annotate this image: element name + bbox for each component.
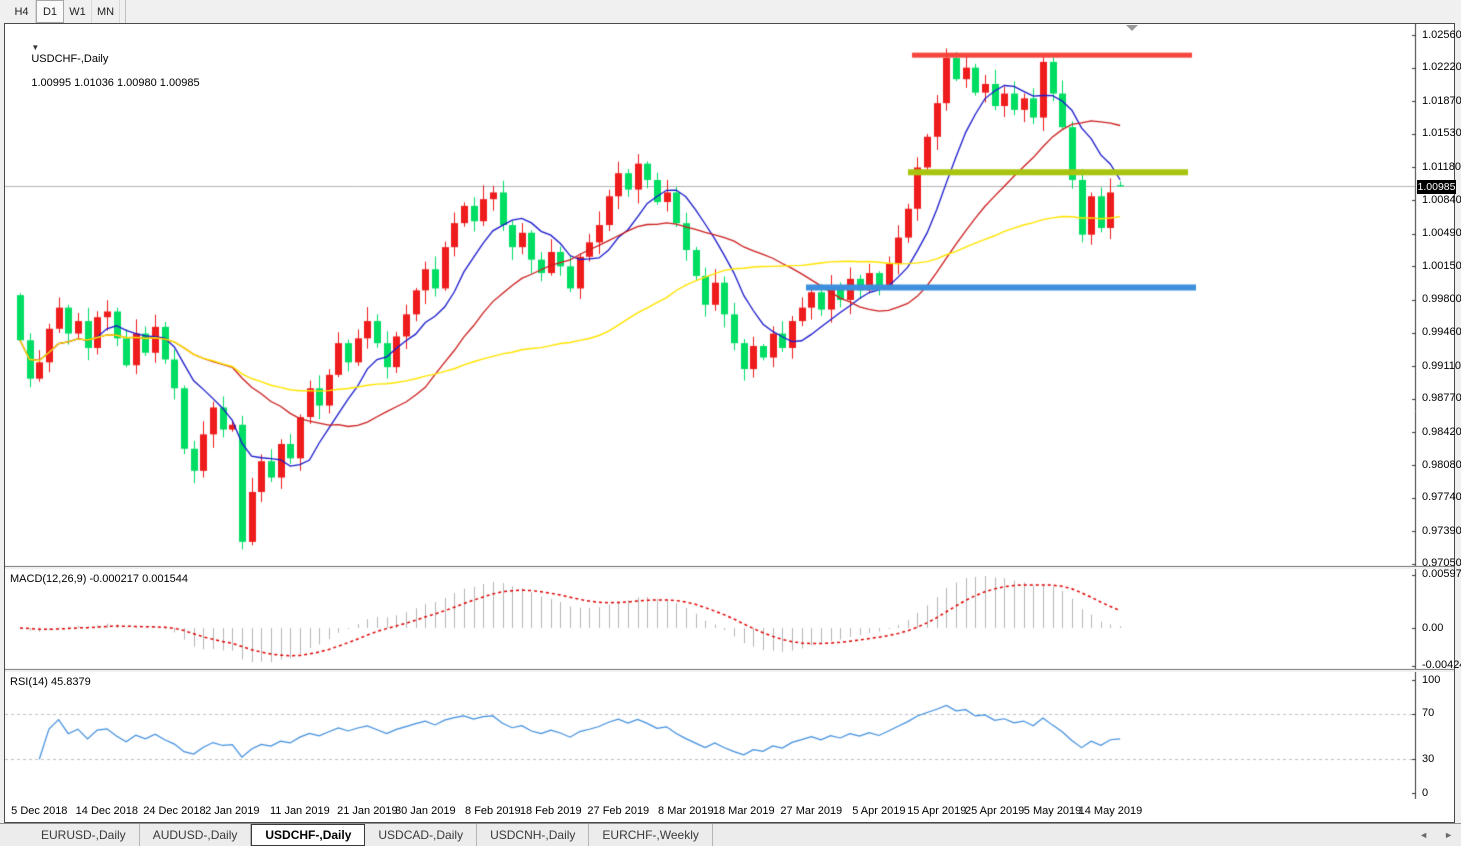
price-axis-label: 1.02560 [1422,28,1461,41]
rsi-axis-label: 70 [1422,707,1435,720]
price-axis-label: 0.99110 [1422,359,1461,372]
date-axis-label: 14 Dec 2018 [75,805,139,817]
chart-ohlc-values: 1.00995 1.01036 1.00980 1.00985 [31,77,200,89]
date-axis-label: 8 Mar 2019 [658,805,714,817]
tab-eurusd-daily[interactable]: EURUSD-,Daily [28,824,140,846]
tab-usdchf-daily[interactable]: USDCHF-,Daily [251,824,366,846]
tab-eurchf-weekly[interactable]: EURCHF-,Weekly [589,824,713,846]
rsi-axis-label: 30 [1422,752,1435,765]
date-axis-label: 27 Feb 2019 [587,805,650,817]
date-axis-label: 18 Feb 2019 [519,805,582,817]
date-axis-label: 27 Mar 2019 [780,805,843,817]
date-axis-label: 5 Apr 2019 [852,805,906,817]
price-axis-label: 0.97390 [1422,524,1461,537]
symbol-tabbar: EURUSD-,Daily AUDUSD-,Daily USDCHF-,Daily U… [0,823,1461,846]
macd-axis-label: -0.00424 [1422,659,1461,672]
chart-title-dropdown-icon[interactable]: ▼ [31,43,40,52]
date-axis-label: 30 Jan 2019 [395,805,456,817]
timeframe-button-d1[interactable]: D1 [36,0,64,23]
date-axis-label: 25 Apr 2019 [964,805,1025,817]
rsi-indicator-label: RSI(14) 45.8379 [10,676,91,688]
price-axis-label: 1.00840 [1422,193,1461,206]
macd-indicator-label: MACD(12,26,9) -0.000217 0.001544 [10,573,188,585]
date-axis-label: 5 May 2019 [1023,805,1082,817]
macd-axis-label: 0.00597 [1422,568,1461,581]
timeframe-button-w1[interactable]: W1 [64,0,92,23]
date-axis-label: 14 May 2019 [1078,805,1143,817]
price-axis-label: 0.98770 [1422,392,1461,405]
date-axis-label: 18 Mar 2019 [712,805,775,817]
price-axis-label: 1.00150 [1422,259,1461,272]
date-axis-label: 11 Jan 2019 [269,805,330,817]
date-axis-label: 8 Feb 2019 [465,805,521,817]
price-axis-label: 1.02220 [1422,61,1461,74]
timeframe-button-h4[interactable]: H4 [8,0,36,23]
chart-canvas[interactable] [5,24,1454,799]
chart-window: ▼ USDCHF-,Daily 1.00995 1.01036 1.00980 … [4,23,1461,823]
chart-shift-marker-icon[interactable] [1126,25,1138,31]
tab-audusd-daily[interactable]: AUDUSD-,Daily [140,824,252,846]
current-price-badge: 1.00985 [1417,179,1456,194]
date-axis-label: 21 Jan 2019 [337,805,398,817]
price-axis-label: 0.97050 [1422,557,1461,570]
price-axis-label: 1.01180 [1422,160,1461,173]
rsi-axis-label: 100 [1422,673,1441,686]
price-macd-splitter[interactable] [5,566,1454,569]
price-axis-label: 0.98420 [1422,425,1461,438]
macd-rsi-splitter[interactable] [5,669,1454,672]
price-axis-label: 1.01530 [1422,127,1461,140]
date-axis-label: 15 Apr 2019 [907,805,967,817]
price-axis-label: 0.97740 [1422,491,1461,504]
chart-symbol-label: USDCHF-,Daily [31,53,109,65]
chart-title: ▼ USDCHF-,Daily 1.00995 1.01036 1.00980 … [13,29,200,101]
date-axis-label: 5 Dec 2018 [11,805,68,817]
tab-usdcad-daily[interactable]: USDCAD-,Daily [365,824,478,846]
price-axis-label: 0.99800 [1422,293,1461,306]
price-axis-label: 1.00490 [1422,227,1461,240]
price-axis-label: 1.01870 [1422,94,1461,107]
tab-scroll-controls: ◄ ► [1419,824,1461,846]
price-axis-label: 0.99460 [1422,326,1461,339]
date-axis-label: 24 Dec 2018 [143,805,206,817]
tab-scroll-left-icon[interactable]: ◄ [1419,830,1429,840]
tab-scroll-right-icon[interactable]: ► [1444,830,1453,840]
timeframe-toolbar: H4 D1 W1 MN [0,0,1461,23]
rsi-axis-label: 0 [1422,786,1429,799]
macd-axis-label: 0.00 [1422,621,1444,634]
date-axis-label: 2 Jan 2019 [205,805,260,817]
price-axis-label: 0.98080 [1422,458,1461,471]
tab-usdcnh-daily[interactable]: USDCNH-,Daily [477,824,590,846]
timeframe-button-mn[interactable]: MN [92,0,120,23]
toolbar-separator [120,0,126,23]
